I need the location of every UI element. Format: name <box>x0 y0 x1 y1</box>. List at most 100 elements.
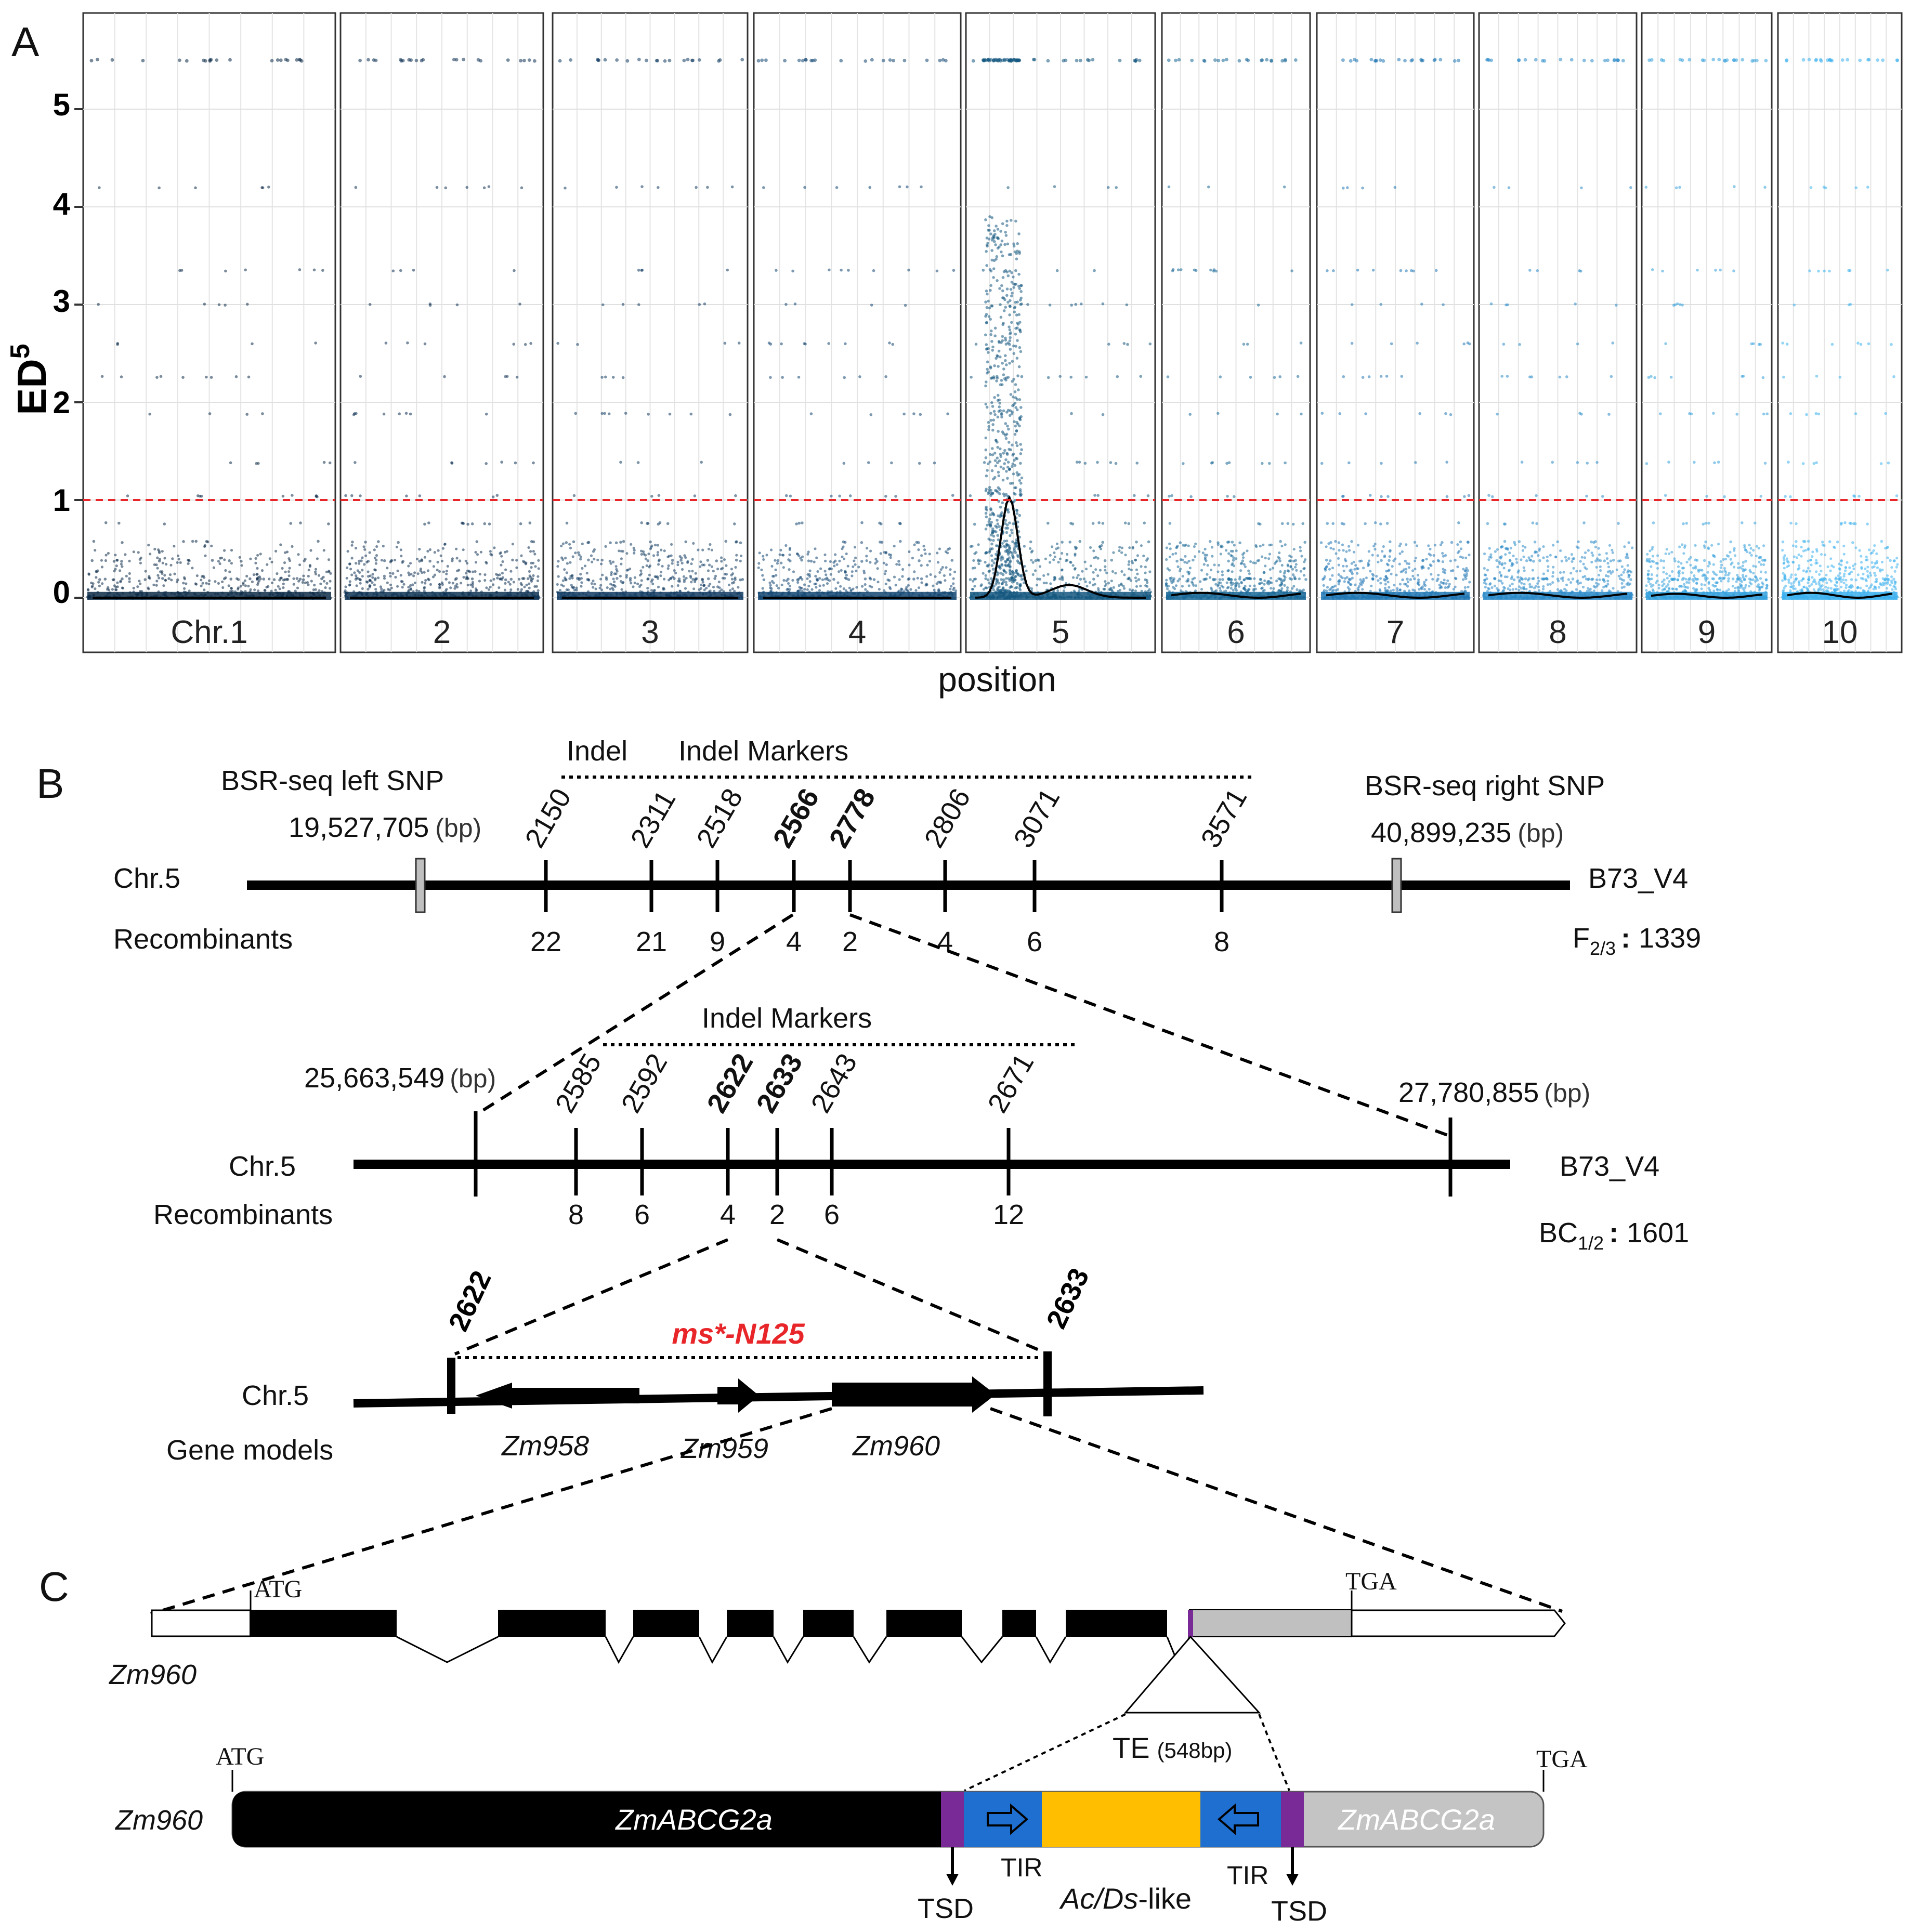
snp-point <box>158 576 161 580</box>
snp-point <box>757 562 761 565</box>
snp-point <box>673 577 676 580</box>
snp-point <box>985 551 988 555</box>
snp-point <box>499 577 502 581</box>
snp-point <box>1001 542 1004 545</box>
snp-point <box>1168 555 1171 559</box>
snp-point <box>1232 588 1235 592</box>
snp-point <box>1002 452 1005 455</box>
snp-point <box>229 577 233 581</box>
snp-point <box>1003 449 1006 452</box>
snp-point <box>1382 545 1385 548</box>
snp-point <box>281 494 285 498</box>
snp-point <box>1414 559 1417 562</box>
snp-point <box>1209 576 1212 579</box>
snp-point <box>648 573 651 576</box>
snp-point <box>984 384 987 388</box>
panel-label-a: A <box>11 19 40 65</box>
snp-point <box>845 577 848 580</box>
snp-point <box>438 586 441 589</box>
snp-point <box>1004 433 1007 437</box>
snp-point <box>1275 580 1278 583</box>
snp-point <box>126 494 129 497</box>
snp-point <box>1009 287 1013 291</box>
snp-point <box>1004 549 1008 553</box>
snp-point <box>982 269 985 272</box>
snp-point <box>483 522 486 525</box>
snp-point <box>916 576 919 580</box>
snp-point <box>611 586 614 589</box>
snp-point <box>316 557 319 560</box>
snp-point <box>1015 586 1018 589</box>
snp-point <box>1053 577 1056 581</box>
snp-point <box>1290 577 1293 581</box>
snp-point <box>307 583 310 586</box>
snp-point <box>1221 58 1225 62</box>
snp-point <box>939 568 943 571</box>
snp-point <box>1226 495 1229 498</box>
snp-point <box>1001 335 1004 338</box>
snp-point <box>256 573 259 576</box>
snp-point <box>407 564 410 568</box>
snp-point <box>945 566 948 569</box>
snp-point <box>1259 545 1262 548</box>
snp-point <box>762 558 765 561</box>
snp-point <box>779 548 782 551</box>
snp-point <box>858 375 861 378</box>
snp-point <box>995 255 999 258</box>
snp-point <box>1249 376 1252 379</box>
snp-point <box>1414 557 1417 560</box>
snp-point <box>986 367 989 371</box>
snp-point <box>864 583 867 586</box>
snp-point <box>813 58 817 62</box>
snp-point <box>1242 578 1246 582</box>
snp-point <box>205 375 208 379</box>
snp-point <box>112 560 116 563</box>
snp-point <box>733 522 736 525</box>
snp-point <box>514 461 517 465</box>
snp-point <box>292 583 295 586</box>
snp-point <box>984 448 988 452</box>
snp-point <box>361 575 364 578</box>
snp-point <box>1295 569 1298 572</box>
snp-point <box>1011 395 1015 399</box>
snp-point <box>1287 570 1290 573</box>
snp-point <box>998 245 1001 248</box>
snp-point <box>864 59 868 63</box>
snp-point <box>406 341 409 345</box>
snp-point <box>561 579 565 582</box>
snp-point <box>1085 585 1089 588</box>
snp-point <box>581 567 584 570</box>
snp-point <box>661 564 664 568</box>
snp-point <box>383 559 386 562</box>
snp-point <box>676 560 679 563</box>
snp-point <box>1009 559 1012 562</box>
chromosome-label: 4 <box>848 614 866 650</box>
snp-point <box>1096 461 1099 464</box>
snp-point <box>844 342 847 346</box>
snp-point <box>1425 558 1428 561</box>
snp-point <box>1005 224 1009 227</box>
snp-point <box>1019 284 1023 287</box>
snp-point <box>509 588 513 592</box>
snp-point <box>314 572 318 575</box>
snp-point <box>237 578 240 581</box>
snp-point <box>1194 542 1197 545</box>
snp-point <box>714 574 717 577</box>
snp-point <box>593 558 596 561</box>
snp-point <box>987 420 990 424</box>
snp-point <box>994 243 997 246</box>
snp-point <box>784 303 788 306</box>
snp-point <box>91 584 94 588</box>
snp-point <box>735 558 738 562</box>
snp-point <box>524 343 527 346</box>
snp-point <box>917 586 921 589</box>
snp-point <box>1398 562 1401 566</box>
snp-point <box>259 577 262 581</box>
snp-point <box>636 461 640 464</box>
snp-point <box>1210 462 1213 465</box>
snp-point <box>953 570 957 573</box>
snp-point <box>639 569 643 572</box>
snp-point <box>912 412 915 415</box>
snp-point <box>557 575 560 578</box>
snp-point <box>1341 543 1344 546</box>
